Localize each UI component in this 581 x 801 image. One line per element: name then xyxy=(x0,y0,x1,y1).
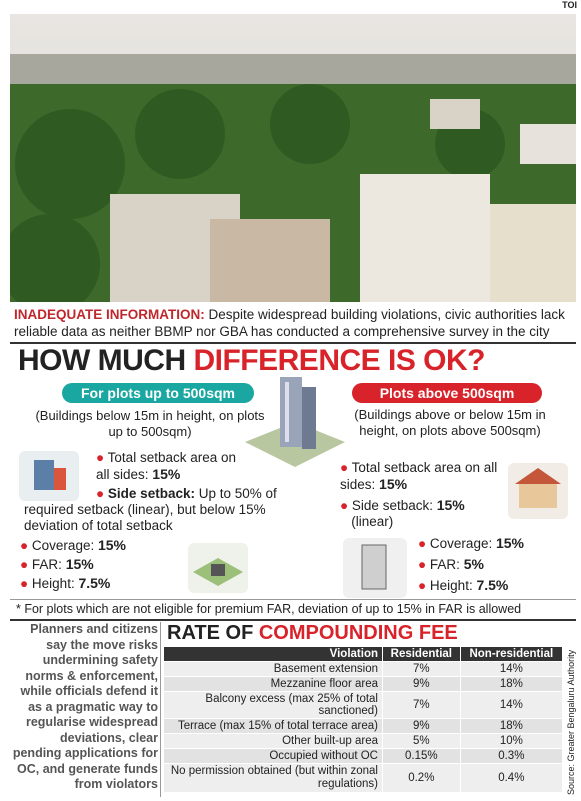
table-cell: 0.3% xyxy=(459,748,564,764)
table-row: Balcony excess (max 25% of total sanctio… xyxy=(163,691,564,719)
left-item: ● FAR: 15% xyxy=(20,556,94,572)
item-label: Total setback area on all sides: xyxy=(340,460,498,492)
photo-caption: INADEQUATE INFORMATION: Despite widespre… xyxy=(14,306,574,340)
item-value: 15% xyxy=(495,535,525,551)
caption-text: Despite widespread building violations, … xyxy=(14,307,565,339)
table-cell: Basement extension xyxy=(163,661,383,677)
table-cell: 18% xyxy=(459,718,564,734)
item-label: Side setback: xyxy=(351,498,433,513)
item-label: FAR: xyxy=(429,557,460,572)
item-value: 15% xyxy=(65,556,94,572)
left-item: ● Height: 7.5% xyxy=(20,575,111,591)
table-cell: Mezzanine floor area xyxy=(163,676,383,692)
right-item: ● Coverage: 15% xyxy=(418,535,525,551)
icon xyxy=(343,538,407,598)
headline-part1: HOW MUCH xyxy=(18,344,186,377)
table-cell: 9% xyxy=(382,718,461,734)
item-text: (linear) xyxy=(351,514,394,529)
table-cell: 0.2% xyxy=(382,763,461,793)
table-row: No permission obtained (but within zonal… xyxy=(163,763,564,793)
table-cell: No permission obtained (but within zonal… xyxy=(163,763,383,793)
right-badge: Plots above 500sqm xyxy=(352,383,542,403)
rule xyxy=(10,599,576,600)
column-header: Residential xyxy=(382,646,461,662)
headline: HOW MUCH DIFFERENCE IS OK? xyxy=(18,344,485,378)
item-label: Total setback area on all sides: xyxy=(96,450,237,482)
table-row: Mezzanine floor area 9% 18% xyxy=(163,676,564,692)
item-label: Side setback: xyxy=(107,486,195,501)
item-label: Coverage: xyxy=(31,538,95,553)
caption-lead: INADEQUATE INFORMATION: xyxy=(14,307,205,322)
item-value: 15% xyxy=(152,466,181,482)
item-label: FAR: xyxy=(31,557,62,572)
table-title: RATE OF COMPOUNDING FEE xyxy=(167,622,458,645)
table-row: Occupied without OC 0.15% 0.3% xyxy=(163,748,564,764)
footnote: * For plots which are not eligible for p… xyxy=(16,602,522,616)
right-item: ● Total setback area on all sides: 15% xyxy=(340,460,498,492)
table-cell: 14% xyxy=(459,691,564,719)
right-note: (Buildings above or below 15m in height,… xyxy=(354,407,546,438)
table-cell: 7% xyxy=(382,661,461,677)
left-note: (Buildings below 15m in height, on plots… xyxy=(35,408,265,439)
item-text: Up to 50% of required setback (linear), … xyxy=(24,486,277,533)
rule xyxy=(10,619,576,621)
table-cell: 14% xyxy=(459,661,564,677)
table-cell: 9% xyxy=(382,676,461,692)
source: Source: Greater Bengaluru Authority xyxy=(566,649,576,795)
rule xyxy=(10,342,576,344)
right-item: ● FAR: 5% xyxy=(418,556,484,572)
left-item: ● Side setback: Up to 50% of required se… xyxy=(24,486,277,533)
item-label: Height: xyxy=(429,578,473,593)
credit: TOI xyxy=(562,0,577,10)
icon xyxy=(508,463,568,519)
icon xyxy=(188,543,248,593)
table-cell: 10% xyxy=(459,733,564,749)
right-item: ● Height: 7.5% xyxy=(418,577,509,593)
table-cell: 18% xyxy=(459,676,564,692)
table-cell: Other built-up area xyxy=(163,733,383,749)
item-value: 15% xyxy=(379,476,408,492)
table-cell: 0.15% xyxy=(382,748,461,764)
photo xyxy=(10,14,576,302)
title-part2: COMPOUNDING FEE xyxy=(258,622,458,644)
left-item: ● Total setback area on all sides: 15% xyxy=(96,450,237,482)
tower-illustration xyxy=(245,377,345,467)
table-cell: 7% xyxy=(382,691,461,719)
table-cell: Balcony excess (max 25% of total sanctio… xyxy=(163,691,383,719)
item-value: 15% xyxy=(436,497,465,513)
item-value: 7.5% xyxy=(476,577,509,593)
divider xyxy=(160,622,161,797)
headline-part2: DIFFERENCE IS OK? xyxy=(193,344,485,377)
table-cell: Occupied without OC xyxy=(163,748,383,764)
item-value: 7.5% xyxy=(78,575,111,591)
title-part1: RATE OF xyxy=(167,622,254,644)
item-value: 5% xyxy=(463,556,484,572)
icon xyxy=(19,451,79,501)
table-cell: 0.4% xyxy=(459,763,564,793)
table-header: Violation Residential Non-residential xyxy=(163,646,564,662)
table-row: Other built-up area 5% 10% xyxy=(163,733,564,749)
table-cell: Terrace (max 15% of total terrace area) xyxy=(163,718,383,734)
item-label: Height: xyxy=(31,576,75,591)
left-badge: For plots up to 500sqm xyxy=(62,383,254,403)
item-label: Coverage: xyxy=(429,536,493,551)
table-row: Terrace (max 15% of total terrace area) 9… xyxy=(163,718,564,734)
column-header: Violation xyxy=(163,646,383,662)
fee-table: Violation Residential Non-residential Basem… xyxy=(163,646,564,793)
table-row: Basement extension 7% 14% xyxy=(163,661,564,677)
item-value: 15% xyxy=(97,537,127,553)
column-header: Non-residential xyxy=(459,646,564,662)
right-item: ● Side setback: 15% (linear) xyxy=(340,497,465,529)
table-cell: 5% xyxy=(382,733,461,749)
sidebar: Planners and citizens say the move risks… xyxy=(12,622,158,791)
left-item: ● Coverage: 15% xyxy=(20,537,127,553)
